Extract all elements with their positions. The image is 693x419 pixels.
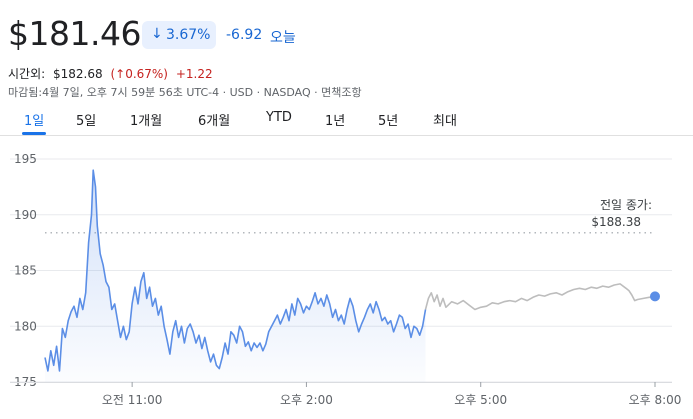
after-hours-price: $182.68 xyxy=(53,67,103,81)
market-closed-info: 마감됨:4월 7일, 오후 7시 59분 56초 UTC-4 · USD · N… xyxy=(8,86,362,99)
y-tick-label: 190 xyxy=(14,208,37,222)
after-hours-label: 시간외: xyxy=(8,67,46,81)
after-hours-line: 시간외: $182.68 (↑0.67%) +1.22 xyxy=(8,65,217,82)
tab-6m[interactable]: 6개월 xyxy=(198,114,231,129)
regular-session-area xyxy=(45,170,426,382)
tab-5y[interactable]: 5년 xyxy=(378,114,399,129)
y-tick-label: 185 xyxy=(14,264,37,278)
regular-session-line xyxy=(44,169,427,372)
tab-max[interactable]: 최대 xyxy=(433,114,457,129)
change-percent-badge: ↓ 3.67% xyxy=(142,21,216,49)
current-price: $181.46 xyxy=(8,14,141,53)
y-tick-label: 180 xyxy=(14,319,37,333)
x-tick-label: 오후 2:00 xyxy=(280,393,333,407)
change-percent: 3.67% xyxy=(166,27,211,43)
tab-1d[interactable]: 1일 xyxy=(24,114,45,129)
previous-close-label: 전일 종가: xyxy=(600,198,652,212)
x-tick-label: 오후 5:00 xyxy=(454,393,507,407)
change-period-label: 오늘 xyxy=(270,30,296,46)
extended-session-line xyxy=(424,283,656,311)
x-tick-label: 오전 11:00 xyxy=(102,393,162,407)
down-arrow-icon: ↓ xyxy=(151,26,163,42)
tab-ytd[interactable]: YTD xyxy=(266,110,292,125)
after-hours-percent: (↑0.67%) xyxy=(110,67,168,81)
x-tick-label: 오후 8:00 xyxy=(629,393,682,407)
after-hours-change: +1.22 xyxy=(175,67,213,81)
tab-1y[interactable]: 1년 xyxy=(325,114,346,129)
tab-5d[interactable]: 5일 xyxy=(76,114,97,129)
previous-close-value: $188.38 xyxy=(591,215,641,229)
last-price-point xyxy=(650,291,660,302)
tab-1m[interactable]: 1개월 xyxy=(130,114,163,129)
tabs-divider xyxy=(0,135,693,136)
y-tick-label: 195 xyxy=(14,152,37,166)
active-tab-indicator xyxy=(22,132,46,135)
change-absolute: -6.92 xyxy=(226,27,263,43)
